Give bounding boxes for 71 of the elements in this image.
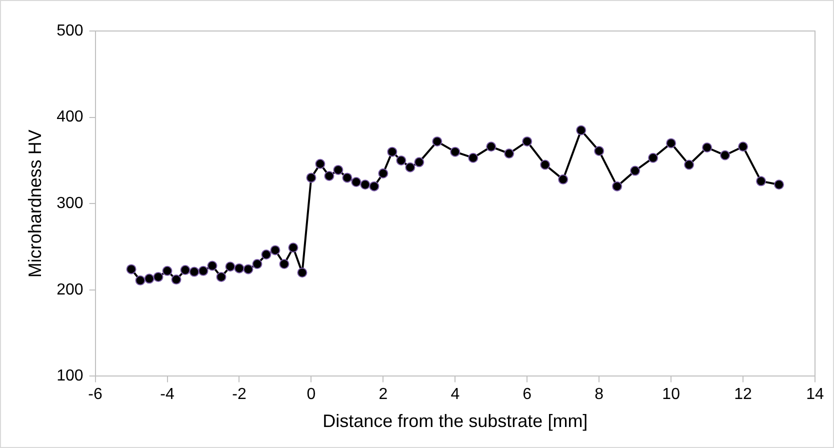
point — [333, 164, 344, 175]
point — [378, 168, 388, 178]
point — [396, 155, 406, 166]
x-tick-label: 6 — [522, 386, 532, 404]
point — [144, 274, 154, 284]
x-tick-label: 10 — [662, 386, 680, 404]
x-tick-label: 12 — [734, 386, 752, 404]
x-tick-label: -4 — [160, 386, 174, 404]
point — [648, 152, 658, 163]
point — [279, 259, 290, 270]
point — [198, 266, 208, 276]
y-tick-label: 400 — [56, 108, 84, 126]
point — [297, 268, 308, 278]
point — [216, 272, 226, 282]
point — [180, 265, 190, 276]
point — [126, 264, 136, 274]
point — [135, 275, 146, 286]
point — [351, 177, 362, 188]
point — [387, 146, 398, 157]
point — [504, 148, 514, 159]
point — [630, 166, 640, 176]
point — [270, 245, 280, 256]
x-tick-label: 2 — [378, 386, 388, 404]
point — [720, 150, 730, 160]
point — [522, 136, 532, 146]
point — [207, 260, 218, 271]
point — [666, 138, 676, 148]
x-tick-label: 4 — [450, 386, 460, 404]
x-axis-title: Distance from the substrate [mm] — [322, 411, 588, 432]
point — [288, 242, 298, 253]
x-tick-label: -2 — [232, 386, 246, 404]
point — [369, 181, 380, 192]
y-tick-label: 100 — [56, 368, 84, 385]
point — [405, 162, 416, 172]
y-tick-label: 300 — [56, 195, 84, 212]
point — [432, 136, 442, 146]
x-tick-label: 14 — [806, 386, 824, 404]
y-axis-title: Microhardness HV — [24, 130, 45, 278]
point — [342, 172, 352, 183]
point — [162, 266, 172, 276]
x-tick-label: 0 — [306, 386, 316, 404]
point — [756, 176, 766, 186]
point — [252, 259, 262, 270]
x-tick-label: -6 — [88, 386, 103, 404]
point — [414, 157, 424, 168]
point — [360, 180, 370, 190]
point — [558, 174, 568, 184]
point — [306, 172, 316, 183]
point — [702, 142, 712, 153]
point — [243, 264, 254, 274]
point — [261, 250, 272, 260]
point — [468, 152, 478, 163]
point — [189, 266, 200, 277]
point — [774, 180, 784, 190]
point — [612, 181, 622, 192]
point — [315, 158, 326, 169]
point — [684, 160, 694, 170]
point — [540, 160, 550, 170]
point — [450, 146, 460, 157]
y-tick-label: 200 — [56, 281, 84, 298]
point — [234, 263, 244, 274]
y-tick-label: 500 — [56, 22, 84, 40]
point — [171, 274, 182, 285]
point — [153, 272, 164, 282]
point — [225, 262, 236, 272]
point — [576, 125, 586, 136]
point — [324, 170, 334, 181]
point — [486, 142, 496, 152]
point — [738, 142, 748, 152]
point — [594, 146, 604, 156]
x-tick-label: 8 — [594, 386, 604, 404]
